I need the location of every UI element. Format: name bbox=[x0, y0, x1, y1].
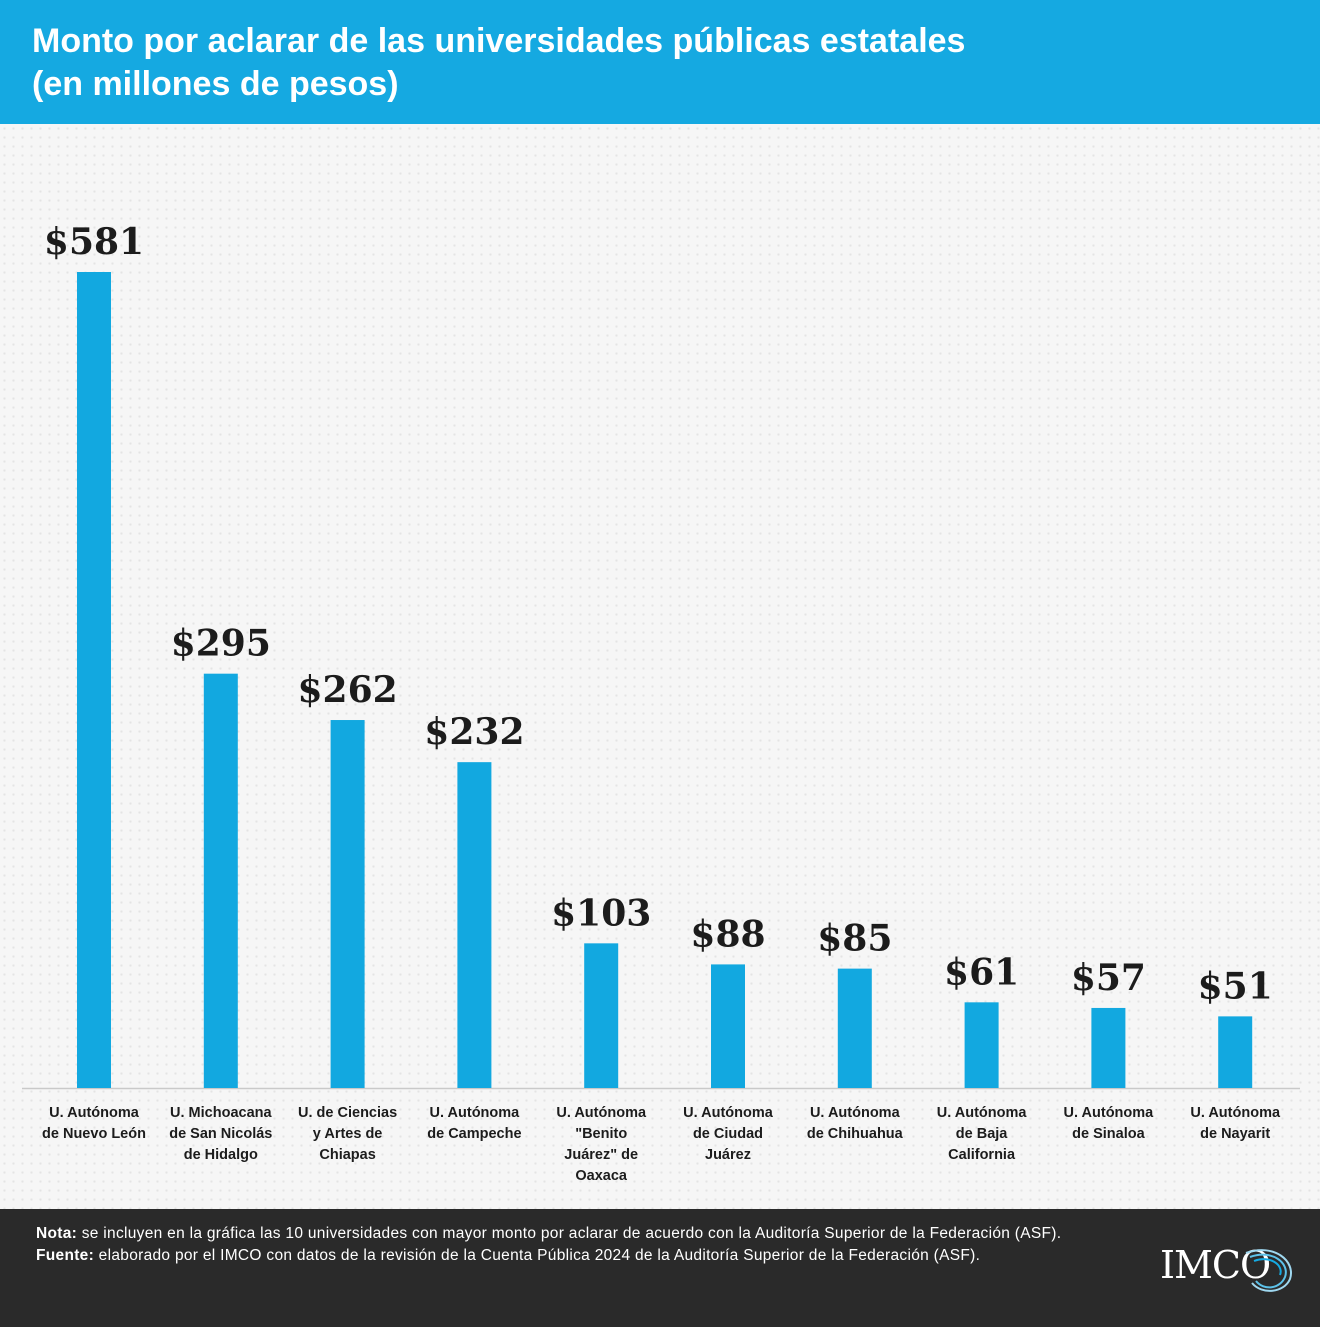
value-label: $85 bbox=[817, 918, 892, 960]
category-label-line: de Hidalgo bbox=[184, 1147, 258, 1163]
bar bbox=[964, 1002, 999, 1088]
category-label-line: U. Autónoma bbox=[1190, 1105, 1281, 1121]
category-label-line: de San Nicolás bbox=[169, 1126, 272, 1142]
logo-swirl-icon bbox=[1245, 1249, 1292, 1292]
bar bbox=[330, 720, 365, 1088]
category-label-line: U. Autónoma bbox=[430, 1105, 521, 1121]
category-label: U. Autónoma de Nayarit bbox=[1190, 1105, 1281, 1142]
value-label: $581 bbox=[44, 221, 144, 263]
category-label-line: de Ciudad bbox=[693, 1126, 763, 1142]
category-label-line: de Sinaloa bbox=[1072, 1126, 1145, 1142]
category-label-line: U. de Ciencias bbox=[298, 1105, 397, 1121]
category-label-line: Oaxaca bbox=[575, 1168, 628, 1184]
category-label: U. Autónoma de Campeche bbox=[427, 1105, 521, 1142]
category-label-line: "Benito bbox=[575, 1126, 627, 1142]
category-label-line: de Nayarit bbox=[1200, 1126, 1270, 1142]
value-label: $61 bbox=[944, 951, 1019, 993]
header-banner: Monto por aclarar de las universidades p… bbox=[0, 0, 1320, 124]
value-label: $103 bbox=[551, 892, 651, 934]
category-label: U. Autónoma de Ciudad Juárez bbox=[683, 1105, 774, 1163]
category-label-line: U. Michoacana bbox=[170, 1105, 272, 1121]
category-label-line: U. Autónoma bbox=[937, 1105, 1028, 1121]
category-label-line: California bbox=[948, 1147, 1016, 1163]
category-label: U. Michoacana de San Nicolás de Hidalgo bbox=[169, 1105, 272, 1163]
category-label-line: de Campeche bbox=[427, 1126, 521, 1142]
category-label-line: Juárez" de bbox=[564, 1147, 638, 1163]
value-label: $295 bbox=[171, 623, 271, 665]
chart-title-line2: (en millones de pesos) bbox=[32, 65, 399, 103]
category-label-line: U. Autónoma bbox=[556, 1105, 647, 1121]
bar bbox=[203, 673, 238, 1088]
note-text: se incluyen en la gráfica las 10 univers… bbox=[77, 1225, 1062, 1242]
category-label-line: Juárez bbox=[705, 1147, 751, 1163]
category-label: U. Autónoma de Sinaloa bbox=[1064, 1105, 1155, 1142]
category-label-line: de Nuevo León bbox=[42, 1126, 146, 1142]
bar-chart: $581 U. Autónoma de Nuevo León $295 U. Micho… bbox=[22, 221, 1300, 1184]
bar bbox=[1091, 1007, 1126, 1088]
bar bbox=[584, 943, 619, 1088]
chart-title: Monto por aclarar de las universidades p… bbox=[32, 20, 1232, 106]
category-label-line: U. Autónoma bbox=[1064, 1105, 1155, 1121]
category-label-line: Chiapas bbox=[319, 1147, 375, 1163]
bar bbox=[457, 762, 492, 1088]
bar bbox=[711, 964, 745, 1088]
category-label-line: U. Autónoma bbox=[683, 1105, 774, 1121]
category-label-line: de Chihuahua bbox=[807, 1126, 904, 1142]
category-label: U. Autónoma de Chihuahua bbox=[807, 1105, 904, 1142]
value-label: $88 bbox=[690, 913, 765, 955]
bar bbox=[77, 272, 111, 1088]
chart-title-line1: Monto por aclarar de las universidades p… bbox=[32, 22, 966, 60]
bar bbox=[1218, 1016, 1253, 1088]
category-label: U. Autónoma de Baja California bbox=[937, 1105, 1028, 1163]
source-text: elaborado por el IMCO con datos de la re… bbox=[94, 1247, 981, 1264]
category-label-line: de Baja bbox=[956, 1126, 1009, 1142]
category-label: U. Autónoma de Nuevo León bbox=[42, 1105, 146, 1142]
category-label-line: U. Autónoma bbox=[49, 1105, 140, 1121]
value-label: $57 bbox=[1071, 957, 1146, 999]
imco-logo: IMCO bbox=[1154, 1239, 1304, 1299]
value-label: $51 bbox=[1198, 965, 1273, 1007]
value-label: $232 bbox=[424, 711, 524, 753]
note-label: Nota: bbox=[36, 1225, 78, 1242]
category-label-line: y Artes de bbox=[313, 1126, 383, 1142]
category-label-line: U. Autónoma bbox=[810, 1105, 901, 1121]
category-label: U. Autónoma "Benito Juárez" de Oaxaca bbox=[556, 1105, 647, 1184]
value-label: $262 bbox=[297, 669, 397, 711]
footer-notes: Nota: se incluyen en la gráfica las 10 u… bbox=[36, 1223, 1096, 1267]
bar bbox=[837, 968, 872, 1088]
category-label: U. de Ciencias y Artes de Chiapas bbox=[298, 1105, 397, 1163]
source-label: Fuente: bbox=[36, 1247, 95, 1264]
footer: Nota: se incluyen en la gráfica las 10 u… bbox=[0, 1209, 1320, 1327]
